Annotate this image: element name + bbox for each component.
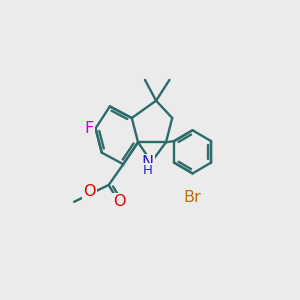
Text: O: O xyxy=(83,184,96,199)
Text: Br: Br xyxy=(184,190,201,205)
Text: N: N xyxy=(141,155,153,170)
Text: O: O xyxy=(113,194,126,209)
Text: H: H xyxy=(142,164,152,177)
Text: F: F xyxy=(84,121,93,136)
